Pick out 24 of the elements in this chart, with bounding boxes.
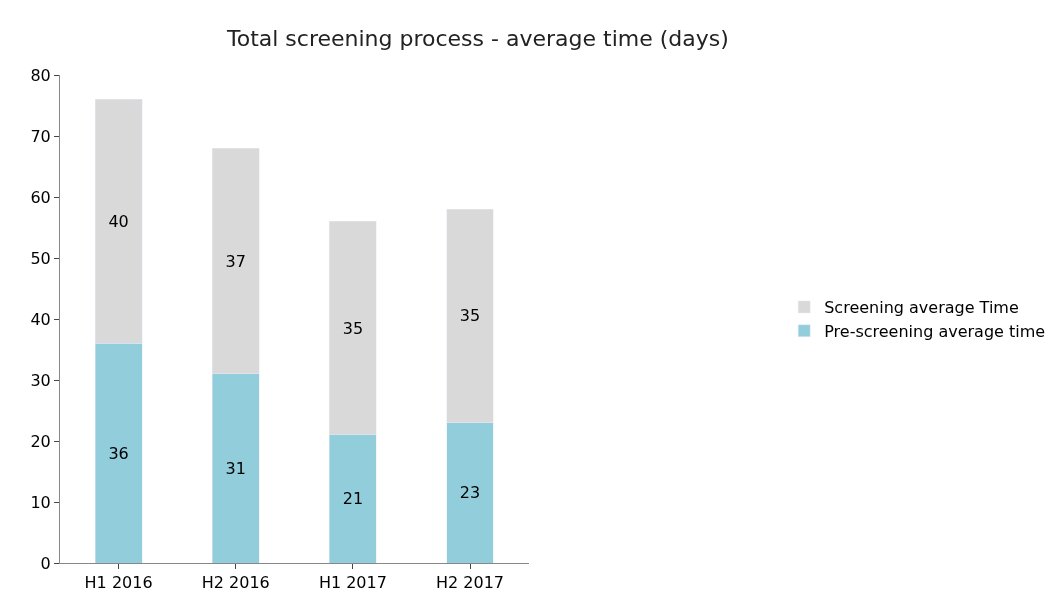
data-label: 40 (108, 211, 129, 231)
data-label: 36 (108, 443, 129, 463)
x-tick-label: H1 2016 (84, 573, 153, 593)
x-tick-label: H1 2017 (318, 573, 387, 593)
x-tick-label: H2 2017 (436, 573, 505, 593)
data-label: 35 (342, 318, 364, 338)
legend-label: Pre-screening average time (824, 321, 1046, 341)
data-label: 35 (459, 306, 481, 326)
chart-title: Total screening process - average time (days) (225, 25, 729, 51)
data-label: 31 (225, 458, 246, 478)
y-tick-label: 70 (30, 126, 51, 146)
y-tick-label: 0 (40, 553, 51, 573)
y-tick-label: 60 (30, 187, 51, 207)
x-tick-label: H2 2016 (201, 573, 270, 593)
legend-label: Screening average Time (824, 298, 1019, 318)
data-label: 23 (459, 483, 481, 503)
y-tick-label: 10 (30, 492, 51, 512)
y-tick-label: 30 (30, 370, 51, 390)
y-tick-label: 50 (30, 248, 51, 268)
data-label: 37 (225, 251, 246, 271)
y-tick-label: 20 (30, 431, 51, 451)
data-label: 21 (342, 489, 364, 509)
y-tick-label: 40 (30, 309, 51, 329)
y-tick-label: 80 (30, 65, 51, 85)
